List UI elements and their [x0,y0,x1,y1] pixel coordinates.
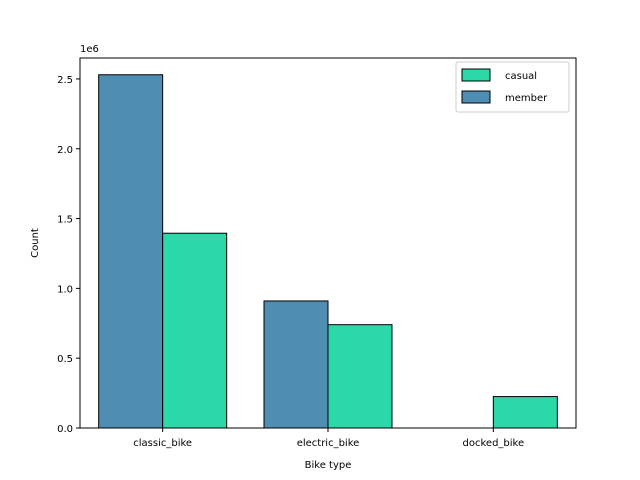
y-tick-label: 1.0 [57,284,73,295]
bar-member-classic_bike [98,74,164,429]
bar-casual-electric_bike [327,324,393,429]
legend-label-casual: casual [505,71,537,82]
y-tick-label: 2.5 [57,75,73,86]
y-axis-label: Count [30,228,41,258]
x-axis-label: Bike type [305,460,352,471]
bar-casual-docked_bike [492,396,558,429]
bar-casual-classic_bike [162,232,228,429]
y-tick-label: 1.5 [57,215,73,226]
legend: casual member [455,61,570,113]
y-tick-label: 0.5 [57,354,73,365]
x-tick-label: electric_bike [297,438,360,449]
y-tick-label: 0.0 [57,424,73,435]
x-tick-label: classic_bike [133,438,192,449]
y-offset-text: 1e6 [80,44,99,55]
legend-label-member: member [505,93,548,104]
bar-member-electric_bike [263,300,329,429]
y-axis-ticks: 0.0 0.5 1.0 1.5 2.0 2.5 [57,75,80,435]
x-axis-ticks: classic_bike electric_bike docked_bike [133,428,524,449]
legend-swatch-casual [461,68,491,82]
bars-group [98,74,558,429]
x-tick-label: docked_bike [463,438,525,449]
y-tick-label: 2.0 [57,145,73,156]
legend-swatch-member [461,90,491,104]
